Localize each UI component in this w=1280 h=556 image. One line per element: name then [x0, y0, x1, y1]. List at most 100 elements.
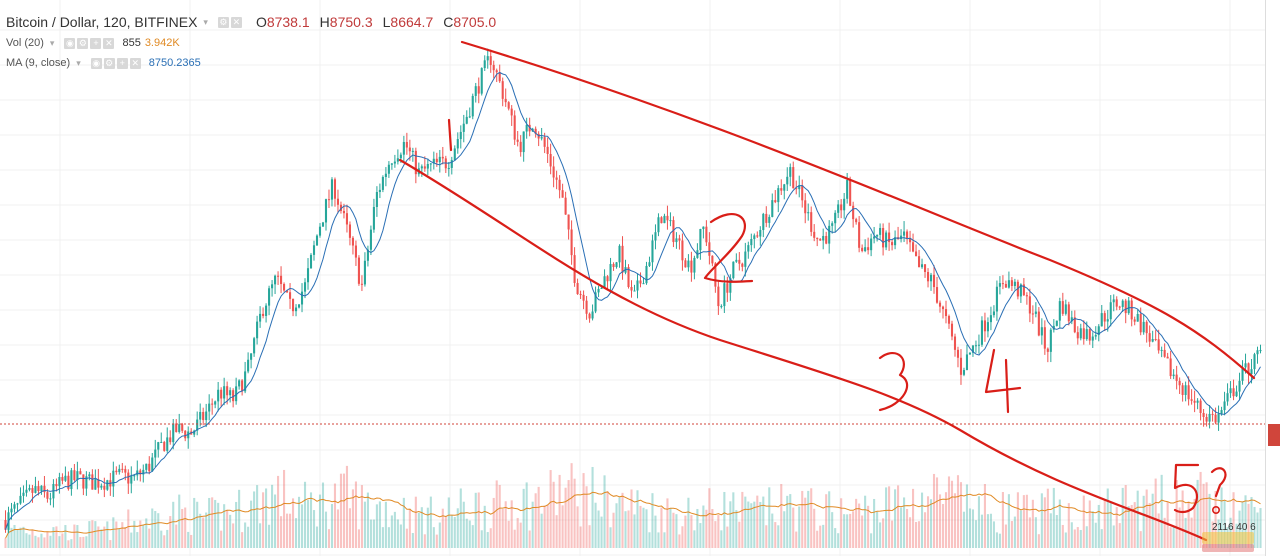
candle-body: [1139, 313, 1142, 333]
candle-body: [25, 489, 28, 493]
candle-body: [414, 150, 417, 175]
candle-body: [244, 371, 247, 392]
volume-bar: [744, 496, 747, 548]
candle-body: [543, 137, 546, 147]
volume-bar: [1100, 529, 1103, 548]
volume-bar: [858, 503, 861, 548]
volume-bar: [390, 515, 393, 548]
volume-bar: [654, 515, 657, 548]
plus-icon[interactable]: +: [116, 57, 128, 69]
candles: [4, 48, 1262, 534]
legend-controls[interactable]: ⚙ ✕: [217, 16, 242, 28]
volume-bar: [768, 487, 771, 548]
volume-bar: [1154, 478, 1157, 548]
volume-bar: [151, 508, 154, 548]
candle-body: [828, 225, 831, 244]
volume-bar: [648, 532, 651, 548]
candle-body: [175, 423, 178, 432]
candle-body: [615, 262, 618, 268]
volume-bar: [247, 526, 250, 548]
eye-icon[interactable]: ◉: [64, 37, 76, 49]
bottom-hint: 2116 40 6: [1212, 522, 1256, 533]
close-icon[interactable]: ✕: [103, 37, 115, 49]
settings-icon[interactable]: ⚙: [77, 37, 89, 49]
volume-bar: [753, 501, 756, 548]
candle-body: [534, 128, 537, 134]
volume-bar: [486, 532, 489, 548]
volume-bar: [336, 509, 340, 548]
volume-bar: [717, 515, 720, 548]
candle-body: [846, 180, 849, 199]
candle-body: [130, 475, 133, 484]
close-icon[interactable]: ✕: [230, 16, 242, 28]
plus-icon[interactable]: +: [90, 37, 102, 49]
candle-body: [825, 235, 828, 244]
volume-bar: [1115, 507, 1118, 548]
volume-bar: [1157, 513, 1160, 548]
lower-trendline[interactable]: [398, 158, 1208, 542]
candle-body: [498, 72, 501, 82]
last-price-tag: [1268, 424, 1280, 446]
volume-bar: [357, 529, 360, 548]
candle-body: [1031, 313, 1034, 315]
candle-body: [453, 148, 456, 161]
volume-bar: [995, 532, 998, 548]
candle-body: [684, 260, 687, 268]
candle-body: [915, 251, 918, 257]
volume-bar: [408, 508, 411, 548]
settings-icon[interactable]: ⚙: [217, 16, 229, 28]
candle-body: [570, 229, 573, 256]
chevron-down-icon[interactable]: ▾: [203, 16, 208, 27]
candle-body: [274, 275, 277, 285]
volume-bar: [498, 484, 501, 548]
volume-controls[interactable]: ◉ ⚙ + ✕: [64, 37, 115, 49]
volume-bar: [118, 528, 121, 548]
candle-body: [894, 237, 897, 246]
volume-bar: [555, 515, 558, 548]
chevron-down-icon[interactable]: ▾: [49, 37, 55, 48]
candle-body: [522, 131, 525, 153]
candle-body: [1250, 369, 1253, 375]
volume-bar: [1082, 495, 1085, 548]
settings-icon[interactable]: ⚙: [103, 57, 115, 69]
ma-controls[interactable]: ◉ ⚙ + ✕: [90, 57, 141, 69]
volume-bar: [435, 534, 438, 548]
volume-bar: [504, 501, 507, 548]
volume-bar: [666, 498, 669, 548]
candle-body: [1067, 304, 1070, 322]
volume-bar: [124, 527, 127, 548]
candle-body: [1211, 413, 1214, 415]
candle-body: [262, 313, 265, 316]
candle-body: [1229, 388, 1232, 394]
candle-body: [795, 188, 798, 190]
eye-icon[interactable]: ◉: [90, 57, 102, 69]
volume-bar: [861, 515, 864, 548]
volume-bar: [1019, 510, 1022, 548]
volume-bar: [145, 518, 148, 548]
candle-body: [1181, 385, 1184, 395]
candle-body: [369, 229, 372, 250]
candle-body: [1070, 317, 1073, 322]
drawings[interactable]: [398, 40, 1256, 542]
volume-bar: [552, 481, 555, 548]
price-axis[interactable]: [1265, 0, 1280, 556]
close-icon[interactable]: ✕: [129, 57, 141, 69]
volume-bar: [339, 473, 343, 548]
volume-bar: [40, 533, 43, 548]
candle-body: [597, 288, 600, 293]
volume-bar: [139, 520, 142, 548]
volume-bar: [822, 524, 825, 548]
candle-body: [926, 272, 930, 282]
volume-bar: [133, 520, 136, 548]
candle-body: [510, 108, 513, 116]
candle-body: [507, 102, 510, 109]
volume-bar: [1058, 499, 1061, 548]
volume-bar: [816, 530, 819, 548]
chevron-down-icon[interactable]: ▾: [76, 57, 81, 68]
candle-body: [121, 468, 124, 470]
volume-bar: [762, 496, 765, 548]
candle-body: [953, 336, 957, 350]
candle-body: [720, 306, 723, 308]
upper-trendline[interactable]: [460, 40, 1256, 380]
